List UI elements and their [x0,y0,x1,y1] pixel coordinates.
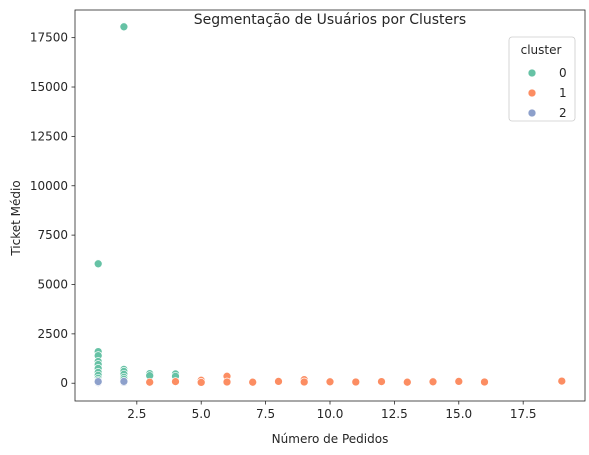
x-axis: 2.5 5.0 7.5 10.0 12.5 15.0 17.5 [127,401,537,421]
data-point-cluster-1 [299,377,309,387]
plot-area [93,22,567,387]
x-tick-label: 5.0 [192,407,211,421]
legend-marker-cluster-1 [527,88,537,98]
legend-label-cluster-1: 1 [559,86,567,100]
data-point-cluster-1 [377,377,386,386]
data-point-cluster-2 [93,377,103,386]
y-axis: 0 2500 5000 7500 10000 12500 15000 17500 [30,31,75,390]
y-tick-label: 0 [60,376,68,390]
data-point-cluster-1 [171,377,180,386]
data-point-cluster-1 [351,377,361,387]
x-axis-label: Número de Pedidos [272,432,389,446]
data-point-cluster-1 [428,377,438,387]
x-tick-label: 12.5 [381,407,408,421]
y-tick-label: 12500 [30,129,68,143]
legend-label-cluster-2: 2 [559,106,567,120]
y-tick-label: 5000 [37,277,68,291]
data-point-cluster-1 [402,377,412,387]
y-tick-label: 2500 [37,327,68,341]
legend-marker-cluster-2 [527,108,537,118]
y-tick-label: 7500 [37,228,68,242]
y-axis-label: Ticket Médio [9,180,23,256]
chart-title: Segmentação de Usuários por Clusters [194,12,466,28]
legend-label-cluster-0: 0 [559,66,567,80]
data-point-cluster-2 [119,377,129,386]
y-tick-label: 10000 [30,179,68,193]
data-point-cluster-1 [222,377,232,387]
legend-title: cluster [521,43,562,57]
data-point-cluster-0 [119,22,129,32]
data-point-cluster-1 [145,377,155,387]
data-point-cluster-1 [325,377,335,387]
data-point-cluster-1 [454,377,464,386]
data-point-cluster-1 [248,377,258,387]
y-tick-label: 17500 [30,31,68,45]
x-tick-label: 7.5 [256,407,275,421]
x-tick-label: 17.5 [510,407,537,421]
data-point-cluster-1 [480,377,489,387]
legend-box [508,36,576,122]
x-tick-label: 2.5 [127,407,146,421]
x-tick-label: 10.0 [317,407,344,421]
legend-marker-cluster-0 [527,68,537,78]
data-point-cluster-1 [557,376,567,386]
data-point-cluster-0 [93,259,103,269]
data-point-cluster-1 [274,377,283,386]
y-tick-label: 15000 [30,80,68,94]
plot-frame [74,9,586,402]
legend: cluster 0 1 2 [508,36,576,122]
x-tick-label: 15.0 [445,407,472,421]
data-point-cluster-1 [196,378,206,387]
